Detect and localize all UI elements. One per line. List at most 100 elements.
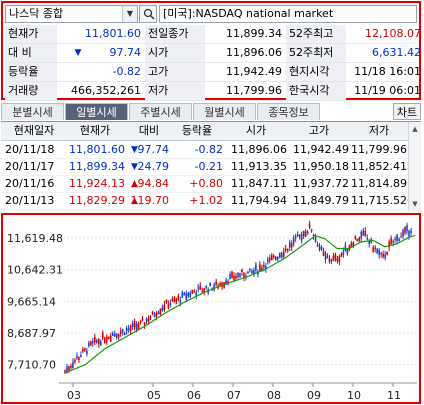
down-candle (253, 270, 255, 275)
up-candle (241, 269, 243, 273)
col-open[interactable]: 시가 (245, 124, 267, 137)
up-candle (352, 242, 355, 247)
up-candle (312, 234, 315, 236)
up-candle (193, 291, 196, 293)
down-candle (66, 366, 68, 373)
row-low: 11,852.41 (351, 160, 407, 173)
up-candle (68, 366, 70, 371)
up-arrow-icon: ▲ (131, 179, 138, 189)
up-candle (173, 297, 176, 302)
tab-stock-info[interactable]: 종목정보 (257, 103, 320, 120)
y-axis-labels: 11,619.48 10,642.31 9,665.14 8,687.97 7,710.… (7, 232, 63, 371)
low-value: 11,799.96 (226, 84, 282, 97)
down-candle (113, 333, 116, 337)
down-candle (384, 254, 386, 258)
down-candle (247, 271, 249, 273)
col-price[interactable]: 현재가 (79, 124, 111, 137)
x-tick-label: 05 (147, 389, 161, 402)
moving-average-line (64, 234, 416, 374)
current-price-value: 11,801.60 (85, 27, 141, 40)
up-candle (326, 256, 329, 259)
down-candle (161, 307, 164, 310)
up-candle (165, 299, 168, 304)
rate-label: 등락율 (5, 63, 57, 81)
up-candle (215, 281, 217, 285)
col-high[interactable]: 고가 (308, 124, 330, 137)
row-price: 11,899.34 (69, 160, 125, 173)
up-candle (354, 236, 357, 239)
current-price-label: 현재가 (5, 25, 57, 43)
col-date[interactable]: 현재일자 (13, 124, 55, 137)
down-candle (86, 350, 88, 355)
local-time-label: 현지시각 (286, 63, 346, 81)
down-candle (181, 291, 184, 298)
search-icon (143, 8, 155, 20)
col-change[interactable]: 대비 (138, 124, 160, 137)
up-candle (201, 290, 204, 292)
down-candle (72, 361, 74, 369)
down-candle (123, 332, 126, 336)
x-tick-label: 03 (67, 389, 81, 402)
table-row[interactable]: 20/11/18 11,801.60 ▼ 97.74 -0.82 11,896.06 11,… (1, 141, 409, 159)
chevron-down-icon[interactable]: ▼ (122, 6, 137, 22)
down-candle (300, 234, 303, 241)
down-arrow-icon: ▼ (131, 145, 138, 155)
tab-minute[interactable]: 분별시세 (1, 103, 64, 120)
low-label: 저가 (145, 82, 205, 100)
high52-value: 12,108.07 (365, 27, 421, 40)
table-scrollbar[interactable]: ▲ ▼ (408, 122, 421, 211)
quote-row: 등락율 -0.82 고가 11,942.49 현지시각 11/18 16:01 (5, 63, 421, 82)
volume-value: 466,352,261 (71, 84, 141, 97)
table-row[interactable]: 20/11/17 11,899.34 ▼ 24.79 -0.21 11,913.35 11,… (1, 158, 409, 176)
scroll-down-icon[interactable]: ▼ (412, 200, 418, 208)
down-candle (366, 237, 369, 240)
price-chart[interactable]: 11,619.48 10,642.31 9,665.14 8,687.97 7,710.… (3, 215, 419, 402)
table-row[interactable]: 20/11/16 11,924.13 ▲ 94.84 +0.80 11,847.11 11,… (1, 175, 409, 193)
tab-daily[interactable]: 일별시세 (65, 103, 128, 120)
up-candle (78, 357, 80, 361)
up-candle (151, 311, 154, 314)
up-candle (284, 248, 287, 251)
down-candle (229, 274, 231, 280)
down-candle (288, 242, 291, 248)
scroll-up-icon[interactable]: ▲ (412, 125, 418, 133)
up-candle (340, 253, 343, 257)
down-candle (237, 272, 239, 278)
index-combo[interactable]: 나스닥 종합 ▼ (5, 5, 138, 23)
row-price: 11,924.13 (69, 177, 125, 190)
down-candle (189, 292, 192, 297)
up-candle (392, 241, 394, 243)
up-candle (133, 320, 136, 328)
up-candle (203, 288, 205, 293)
up-candle (243, 273, 245, 279)
chart-button[interactable]: 차트 (393, 103, 421, 120)
up-candle (155, 313, 158, 317)
up-candle (348, 244, 351, 251)
up-candle (338, 256, 341, 263)
open-value: 11,896.06 (226, 46, 282, 59)
high-label: 고가 (145, 63, 205, 81)
down-candle (394, 238, 396, 240)
down-candle (408, 230, 410, 237)
tab-bar: 분별시세 일별시세 주별시세 월별시세 종목정보 차트 (1, 103, 421, 122)
up-candle (356, 238, 359, 241)
row-change: 119.70 (130, 194, 170, 207)
tab-monthly[interactable]: 월별시세 (193, 103, 256, 120)
up-candle (358, 237, 361, 241)
index-selector-row: 나스닥 종합 ▼ [미국]:NASDAQ national market (5, 5, 417, 24)
down-candle (396, 234, 398, 241)
search-button[interactable] (139, 5, 157, 23)
up-candle (386, 251, 388, 255)
down-candle (280, 252, 283, 258)
table-row[interactable]: 20/11/13 11,829.29 ▲ 119.70 +1.02 11,794.94 11… (1, 192, 409, 210)
row-rate: +1.02 (189, 194, 223, 207)
quote-row: 현재가 11,801.60 전일종가 11,899.34 52주최고 12,10… (5, 25, 421, 44)
tab-weekly[interactable]: 주별시세 (129, 103, 192, 120)
up-candle (159, 308, 162, 315)
col-rate[interactable]: 등락율 (181, 124, 213, 137)
prev-close-label: 전일종가 (145, 25, 205, 43)
col-low[interactable]: 저가 (368, 124, 390, 137)
up-candle (231, 271, 233, 278)
row-open: 11,794.94 (231, 194, 287, 207)
down-candle (209, 282, 211, 286)
